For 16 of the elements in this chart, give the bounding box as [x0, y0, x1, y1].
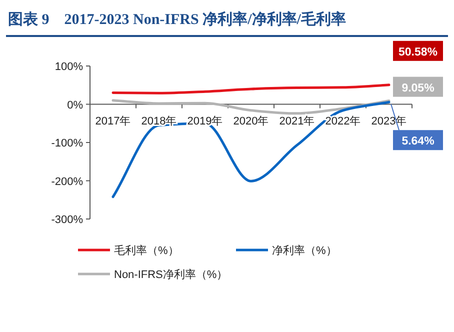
y-tick-label: -200%: [51, 176, 84, 188]
legend-label: 净利率（%）: [272, 244, 337, 257]
data-label: 50.58%: [398, 46, 438, 58]
x-tick-label: 2022年: [325, 115, 361, 128]
y-tick-label: -300%: [51, 214, 84, 226]
x-tick-label: 2020年: [233, 115, 269, 128]
legend-label: Non-IFRS净利率（%）: [114, 268, 228, 281]
y-tick-label: -100%: [51, 138, 84, 150]
chart-title: 图表 9 2017-2023 Non-IFRS 净利率/净利率/毛利率: [8, 10, 346, 28]
x-tick-label: 2021年: [279, 115, 315, 128]
legend-label: 毛利率（%）: [114, 244, 179, 257]
y-tick-label: 0%: [67, 99, 84, 112]
y-tick-label: 100%: [54, 61, 84, 73]
data-label: 9.05%: [402, 82, 434, 94]
x-tick-label: 2017年: [95, 115, 131, 128]
data-label: 5.64%: [402, 136, 434, 148]
